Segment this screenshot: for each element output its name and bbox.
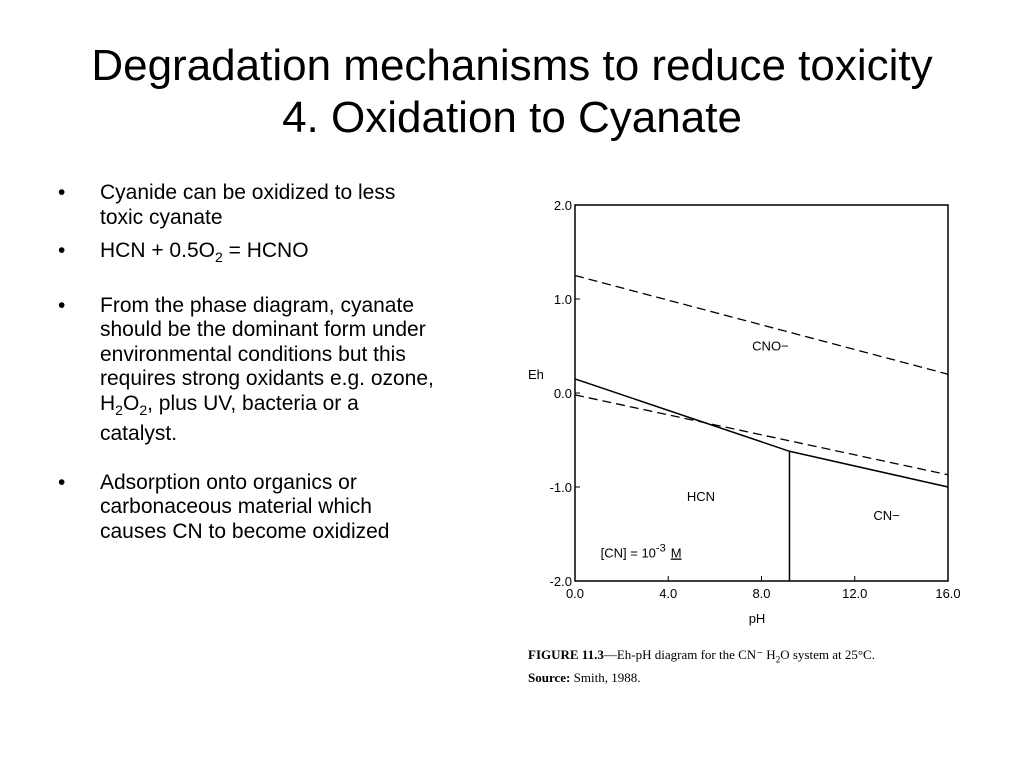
bullet-item: • From the phase diagram, cyanate should… bbox=[58, 294, 438, 447]
y-tick-label: -2.0 bbox=[550, 574, 572, 589]
region-label: HCN bbox=[687, 489, 715, 504]
bullet-dot-icon: • bbox=[58, 470, 66, 494]
bullet-text: HCN + 0.5O2 = HCNO bbox=[100, 239, 309, 266]
bullet-text: Adsorption onto organics or carbonaceous… bbox=[100, 470, 390, 543]
y-axis-label: Eh bbox=[528, 367, 544, 382]
bullet-dot-icon: • bbox=[58, 293, 66, 317]
series-line-1 bbox=[574, 274, 949, 375]
concentration-annotation: [CN] = 10-3 M bbox=[601, 543, 682, 561]
title-line-2: 4. Oxidation to Cyanate bbox=[282, 93, 742, 142]
bullet-dot-icon: • bbox=[58, 239, 66, 262]
x-tick-label: 12.0 bbox=[842, 586, 867, 601]
region-label: CNO− bbox=[752, 339, 788, 354]
bullet-text: Cyanide can be oxidized to less toxic cy… bbox=[100, 181, 396, 229]
x-tick-label: 8.0 bbox=[752, 586, 770, 601]
caption-label: FIGURE 11.3 bbox=[528, 647, 604, 662]
region-label: CN− bbox=[873, 508, 899, 523]
bullet-item: • Adsorption onto organics or carbonaceo… bbox=[58, 471, 438, 545]
bullet-item: • Cyanide can be oxidized to less toxic … bbox=[58, 181, 438, 230]
series-line-3 bbox=[574, 378, 949, 488]
bullet-text: From the phase diagram, cyanate should b… bbox=[100, 293, 434, 446]
y-tick-label: 0.0 bbox=[554, 386, 572, 401]
x-tick-label: 16.0 bbox=[935, 586, 960, 601]
slide-title: Degradation mechanisms to reduce toxicit… bbox=[0, 40, 1024, 144]
y-tick-label: -1.0 bbox=[550, 480, 572, 495]
annotation-exponent: -3 bbox=[656, 543, 666, 555]
caption-source-label: Source: bbox=[528, 669, 571, 685]
bullet-dot-icon: • bbox=[58, 181, 66, 204]
annotation-text: [CN] = 10 bbox=[601, 546, 656, 561]
plot-frame bbox=[574, 204, 949, 582]
x-axis-label: pH bbox=[749, 611, 766, 626]
caption-source: Source: Smith, 1988. bbox=[528, 669, 641, 685]
series-line-2 bbox=[574, 394, 949, 476]
y-tick-label: 2.0 bbox=[554, 198, 572, 213]
x-tick-label: 0.0 bbox=[566, 586, 584, 601]
title-line-1: Degradation mechanisms to reduce toxicit… bbox=[91, 41, 933, 90]
figure-caption: FIGURE 11.3—Eh-pH diagram for the CN⁻ H2… bbox=[528, 646, 875, 687]
bullet-item: • HCN + 0.5O2 = HCNO bbox=[58, 239, 438, 270]
annotation-unit: M bbox=[671, 546, 682, 561]
x-tick-label: 4.0 bbox=[659, 586, 677, 601]
y-tick-label: 1.0 bbox=[554, 292, 572, 307]
caption-line: FIGURE 11.3—Eh-pH diagram for the CN⁻ H2… bbox=[528, 647, 875, 665]
bullet-list: • Cyanide can be oxidized to less toxic … bbox=[58, 181, 438, 544]
